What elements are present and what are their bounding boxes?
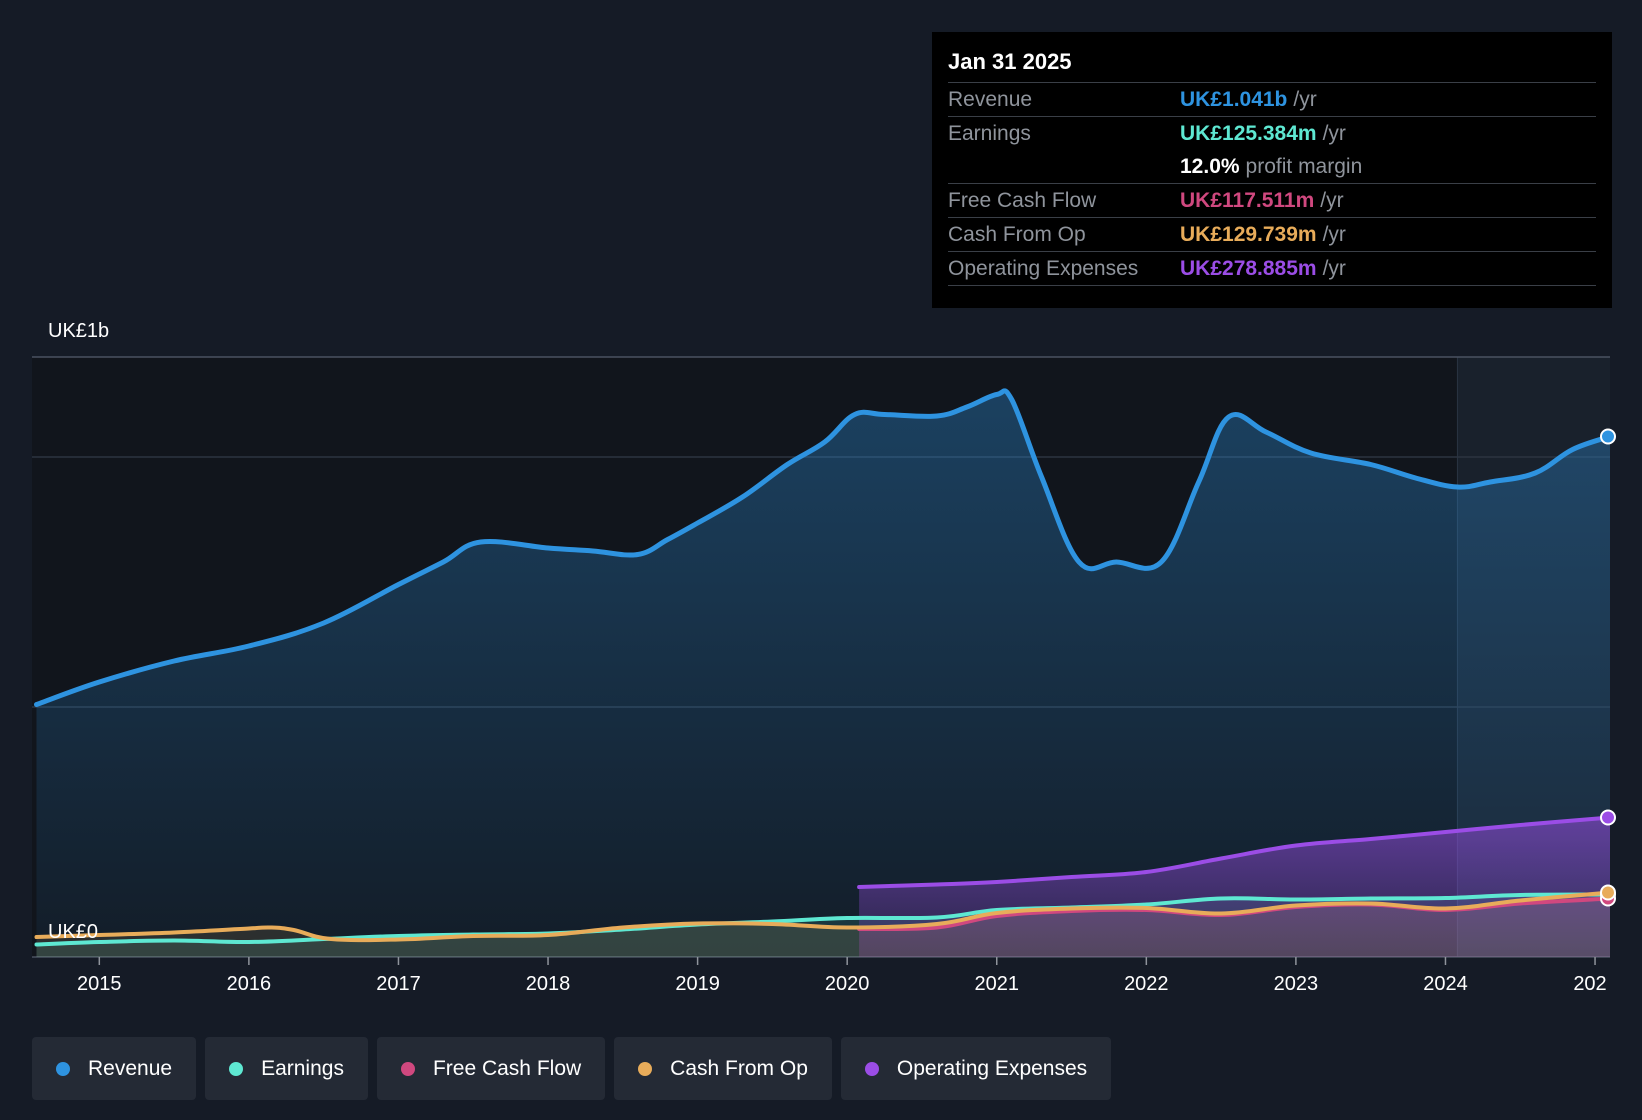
x-tick-label: 2022 — [1124, 973, 1169, 995]
legend-dot-icon — [56, 1061, 70, 1076]
legend-label: Free Cash Flow — [432, 1056, 582, 1080]
x-tick-label: 2016 — [227, 973, 272, 995]
tooltip-row-unit: /yr — [1322, 257, 1346, 280]
data-tooltip: Jan 31 2025 Revenue UK£1.041b/yr Earnings U… — [932, 32, 1612, 308]
tooltip-row-label: Cash From Op — [948, 223, 1086, 246]
revenue-area — [36, 390, 1610, 957]
legend-item-free-cash-flow[interactable]: Free Cash Flow — [376, 1037, 606, 1100]
operating-expenses-area — [859, 817, 1610, 957]
x-tick-label: 2018 — [526, 973, 571, 995]
tooltip-row-label: Revenue — [948, 88, 1033, 111]
legend-dot-icon — [638, 1061, 653, 1076]
legend-item-cash-from-op[interactable]: Cash From Op — [614, 1037, 832, 1100]
tooltip-row-value: UK£125.384m — [1180, 122, 1317, 145]
tooltip-row-value: UK£117.511m — [1180, 189, 1315, 212]
revenue-line — [34, 388, 1613, 707]
operating-expenses-line — [857, 815, 1612, 889]
tooltip-row: Earnings UK£125.384m/yr — [948, 117, 1596, 150]
x-axis-ticks: 2015 2016 2017 2018 2019 2020 2021 2022 2023 2024… — [77, 957, 1607, 995]
operating-expenses-end-marker — [1600, 809, 1616, 826]
tooltip-row-unit: /yr — [1322, 223, 1346, 246]
legend-dot-icon — [229, 1061, 244, 1076]
tooltip-row-label — [948, 150, 1180, 183]
legend-item-earnings[interactable]: Earnings — [205, 1037, 368, 1100]
tooltip-row-unit: /yr — [1293, 88, 1317, 111]
earnings-line — [34, 892, 1612, 947]
x-tick-label: 2019 — [675, 973, 720, 995]
legend-label: Revenue — [88, 1056, 173, 1080]
tooltip-rows: Revenue UK£1.041b/yr Earnings UK£125.384m/y… — [948, 83, 1596, 286]
legend-item-operating-expenses[interactable]: Operating Expenses — [840, 1037, 1112, 1100]
x-tick-label: 2021 — [974, 973, 1019, 995]
tooltip-row-label: Free Cash Flow — [948, 189, 1097, 212]
series-end-markers — [1600, 428, 1616, 907]
tooltip-row: Revenue UK£1.041b/yr — [948, 83, 1596, 117]
tooltip-row: Free Cash Flow UK£117.511m/yr — [948, 184, 1596, 218]
chart-legend: Revenue Earnings Free Cash Flow Cash From O… — [32, 1037, 1112, 1100]
tooltip-date: Jan 31 2025 — [948, 46, 1596, 83]
x-tick-label: 2020 — [825, 973, 870, 995]
tooltip-row-unit: profit margin — [1245, 155, 1363, 178]
series-lines — [34, 388, 1613, 947]
legend-item-revenue[interactable]: Revenue — [32, 1037, 197, 1100]
tooltip-row-value: UK£129.739m — [1180, 223, 1317, 246]
revenue-end-marker — [1600, 428, 1616, 445]
legend-dot-icon — [864, 1061, 879, 1076]
y-axis-bottom-label: UK£0 — [48, 921, 99, 943]
tooltip-row-unit: /yr — [1320, 189, 1344, 212]
tooltip-row-value: UK£278.885m — [1180, 257, 1317, 280]
cash-from-op-end-marker — [1600, 884, 1616, 901]
x-tick-label: 2023 — [1274, 973, 1319, 995]
x-tick-label: 202 — [1573, 973, 1606, 995]
tooltip-row-unit: /yr — [1322, 122, 1346, 145]
legend-label: Cash From Op — [670, 1056, 808, 1080]
tooltip-row: Operating Expenses UK£278.885m/yr — [948, 252, 1596, 286]
tooltip-row: Cash From Op UK£129.739m/yr — [948, 218, 1596, 252]
x-tick-label: 2017 — [376, 973, 421, 995]
legend-label: Operating Expenses — [896, 1056, 1088, 1080]
tooltip-row-value: 12.0% — [1180, 155, 1240, 178]
x-tick-label: 2024 — [1423, 973, 1468, 995]
y-axis-top-label: UK£1b — [48, 320, 110, 342]
x-tick-label: 2015 — [77, 973, 122, 995]
tooltip-row-label: Operating Expenses — [948, 257, 1139, 280]
cash-from-op-line — [34, 890, 1612, 943]
legend-dot-icon — [400, 1061, 415, 1076]
legend-label: Earnings — [261, 1056, 344, 1080]
tooltip-row: 12.0% profit margin — [948, 150, 1596, 184]
tooltip-row-value: UK£1.041b — [1180, 88, 1288, 111]
tooltip-row-label: Earnings — [948, 122, 1031, 145]
